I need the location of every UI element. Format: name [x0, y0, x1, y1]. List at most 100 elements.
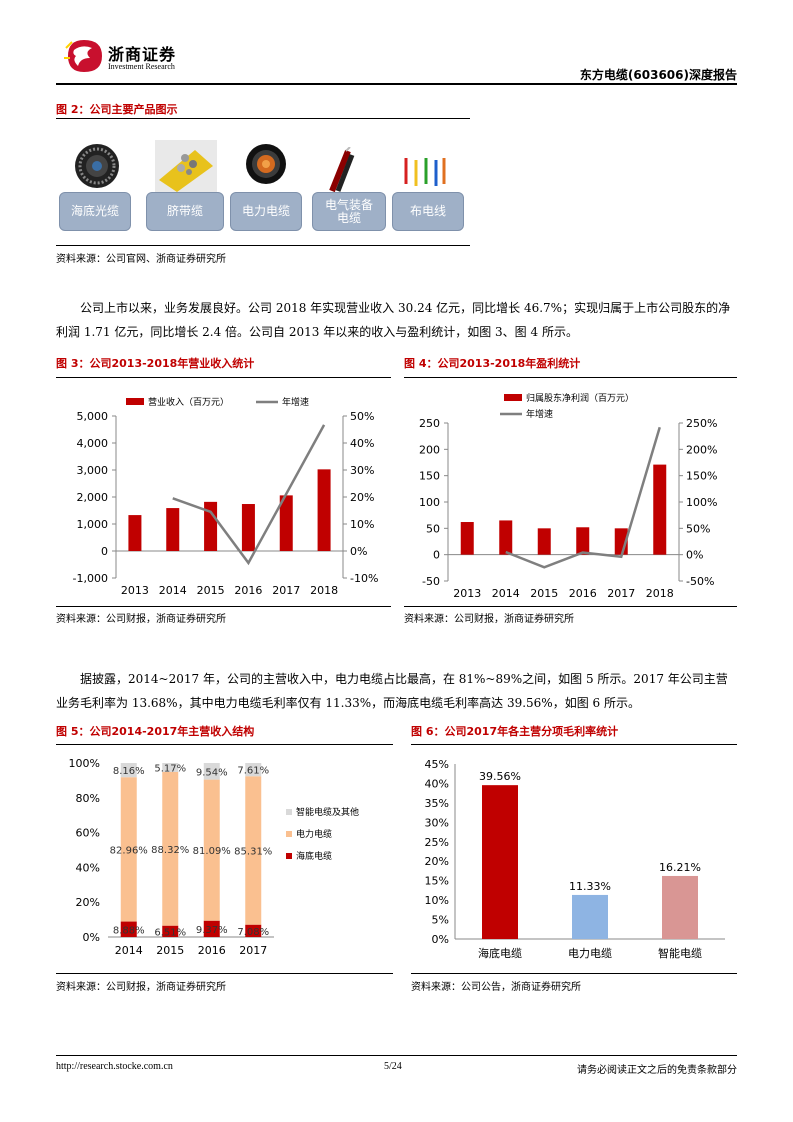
stack-segment-1	[203, 779, 220, 921]
fig6-margin-chart: 0% 5% 10% 15% 20% 25% 30% 35% 40% 45% 39.56% 海底电缆 11…	[425, 758, 725, 960]
x-tick-label: 2015	[156, 944, 184, 957]
bar	[460, 522, 474, 555]
y-tick-label: 45%	[425, 758, 449, 771]
data-label: 5.17%	[154, 763, 186, 774]
data-label: 88.32%	[151, 845, 189, 856]
x-tick-label: 2014	[159, 584, 187, 597]
y-tick-label: 60%	[76, 827, 100, 840]
x-tick-label: 2017	[607, 587, 635, 600]
fig4-profit-chart: -50 0 50 100 150 200 250 -50% 0% 50% 100% 150% 200% 2…	[419, 392, 717, 600]
y-tick-label: 0%	[432, 933, 449, 946]
paragraph-2: 据披露，2014~2017 年，公司的主营收入中，电力电缆占比最高，在 81%~…	[56, 672, 728, 710]
product-label-1: 脐带缆	[146, 192, 224, 231]
y-tick-label-right: 30%	[350, 464, 374, 477]
data-label: 9.37%	[196, 925, 228, 936]
bar	[653, 464, 667, 555]
fig4-title: 图 4：公司2013-2018年盈利统计	[404, 357, 581, 370]
fig4-source: 资料来源：公司财报，浙商证券研究所	[404, 614, 574, 625]
product-label-3: 电气装备 电缆	[312, 192, 386, 231]
fig3-top-rule	[56, 377, 391, 378]
y-tick-label-right: 40%	[350, 437, 374, 450]
wiring-cable-photo	[404, 158, 446, 186]
legend-swatch-bar	[504, 394, 522, 401]
x-tick-label: 2015	[530, 587, 558, 600]
y-tick-label: 20%	[425, 855, 449, 868]
y-tick-label: 40%	[76, 861, 100, 874]
footer-divider	[56, 1055, 737, 1056]
y-tick-label-left: -1,000	[73, 572, 108, 585]
bar	[241, 504, 255, 551]
y-tick-label-right: 250%	[686, 417, 717, 430]
x-tick-label: 2013	[121, 584, 149, 597]
bar	[537, 528, 551, 555]
fig2-title: 图 2：公司主要产品图示	[56, 103, 178, 116]
fig3-revenue-chart: -1,000 0 1,000 2,000 3,000 4,000 5,000 -10% 0% 10…	[73, 396, 379, 597]
stack-segment-2	[120, 763, 137, 778]
y-tick-label-right: -50%	[686, 575, 714, 588]
y-tick-label-left: 1,000	[77, 518, 109, 531]
x-tick-label: 2018	[310, 584, 338, 597]
y-tick-label-right: 10%	[350, 518, 374, 531]
data-label: 81.09%	[193, 846, 231, 857]
bar	[662, 875, 698, 939]
x-tick-label: 海底电缆	[478, 946, 522, 960]
legend-label-line: 年增速	[282, 396, 309, 408]
y-tick-label-left: 4,000	[77, 437, 109, 450]
footer-url[interactable]: http://research.stocke.com.cn	[56, 1061, 173, 1072]
y-tick-label: 10%	[425, 894, 449, 907]
fig4-bottom-rule	[404, 606, 737, 607]
y-tick-label: 35%	[425, 797, 449, 810]
y-tick-label: 0%	[83, 931, 100, 944]
y-tick-label-right: 0%	[686, 549, 703, 562]
legend-label: 电力电缆	[296, 828, 332, 840]
y-tick-label-right: 50%	[350, 410, 374, 423]
bar	[572, 894, 608, 939]
legend-label-line: 年增速	[526, 408, 553, 420]
data-label: 39.56%	[479, 770, 521, 783]
stack-segment-0	[162, 925, 179, 937]
y-tick-label-left: 50	[426, 522, 440, 535]
y-tick-label: 80%	[76, 792, 100, 805]
y-tick-label-left: 5,000	[77, 410, 109, 423]
footer-disclaimer: 请务必阅读正文之后的免责条款部分	[577, 1065, 737, 1076]
bar	[482, 785, 518, 939]
fig5-title: 图 5：公司2014-2017年主营收入结构	[56, 725, 255, 738]
product-label-0: 海底光缆	[59, 192, 131, 231]
bar	[166, 508, 180, 551]
company-logo-icon	[64, 40, 102, 72]
fig3-bottom-rule	[56, 606, 391, 607]
legend-label-bar: 营业收入（百万元）	[148, 396, 229, 408]
y-tick-label: 40%	[425, 777, 449, 790]
fig6-bottom-rule	[411, 973, 737, 974]
bar	[128, 515, 142, 551]
data-label: 8.88%	[113, 925, 145, 936]
fig2-bottom-rule	[56, 245, 470, 246]
y-tick-label-right: 20%	[350, 491, 374, 504]
header-divider	[56, 83, 737, 85]
fig5-bottom-rule	[56, 973, 393, 974]
x-tick-label: 2017	[239, 944, 267, 957]
y-tick-label-left: -50	[422, 575, 440, 588]
data-label: 6.51%	[154, 927, 186, 938]
fig5-structure-chart: 0% 20% 40% 60% 80% 100% 2014 8.88% 82.96% 8.16% 20…	[69, 757, 359, 957]
y-tick-label-right: 200%	[686, 443, 717, 456]
x-tick-label: 2013	[453, 587, 481, 600]
y-tick-label-right: -10%	[350, 572, 378, 585]
x-tick-label: 2018	[646, 587, 674, 600]
legend-swatch	[286, 809, 292, 815]
stack-segment-0	[245, 924, 262, 937]
stack-segment-0	[203, 920, 220, 937]
data-label: 9.54%	[196, 767, 228, 778]
fig6-source: 资料来源：公司公告，浙商证券研究所	[411, 982, 581, 993]
y-tick-label: 15%	[425, 875, 449, 888]
product-label-2: 电力电缆	[230, 192, 302, 231]
fig2-source: 资料来源：公司官网、浙商证券研究所	[56, 254, 226, 265]
data-label: 7.61%	[237, 766, 269, 777]
logo-text-cn: 浙商证券	[108, 45, 177, 64]
y-tick-label-right: 0%	[350, 545, 367, 558]
legend-label: 智能电缆及其他	[296, 806, 359, 818]
paragraph-1: 公司上市以来，业务发展良好。公司 2018 年实现营业收入 30.24 亿元，同…	[56, 301, 731, 339]
y-tick-label-left: 2,000	[77, 491, 109, 504]
y-tick-label-right: 50%	[686, 522, 710, 535]
fig3-title: 图 3：公司2013-2018年营业收入统计	[56, 357, 255, 370]
